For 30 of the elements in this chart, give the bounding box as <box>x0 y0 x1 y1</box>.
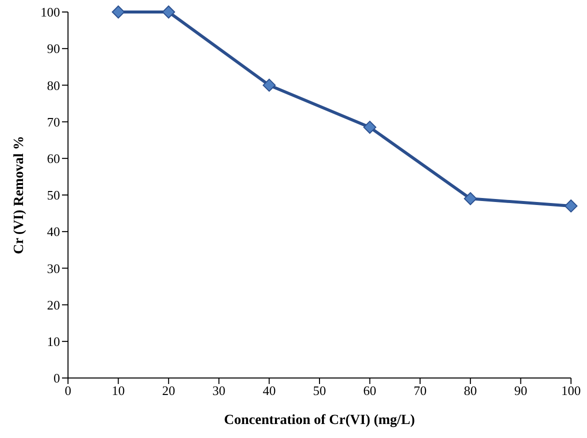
y-tick-label: 70 <box>47 114 60 130</box>
x-tick-label: 0 <box>64 383 72 398</box>
point <box>464 192 477 206</box>
x-tick-label: 40 <box>262 383 276 398</box>
y-tick-label: 60 <box>47 151 60 166</box>
point <box>564 199 578 212</box>
x-tick-label: 70 <box>414 383 427 398</box>
x-tick-label: 80 <box>464 383 477 398</box>
y-tick-label: 50 <box>47 188 60 203</box>
point <box>112 6 125 18</box>
y-tick-label: 30 <box>47 260 60 276</box>
y-tick-label: 80 <box>47 78 60 93</box>
y-tick-label: 0 <box>54 370 60 386</box>
y-tick-label: 40 <box>47 224 60 240</box>
y-axis-title: Cr (VI) Removal % <box>12 136 27 254</box>
x-tick-label: 20 <box>162 383 176 398</box>
y-tick-label: 10 <box>47 334 60 350</box>
x-tick-label: 60 <box>363 383 376 398</box>
x-tick-label: 100 <box>561 383 581 398</box>
x-tick-label: 10 <box>112 383 125 398</box>
point <box>363 120 376 134</box>
x-tick-label: 90 <box>514 383 528 398</box>
x-tick-label: 30 <box>212 383 226 398</box>
point <box>262 78 276 92</box>
x-tick-label: 50 <box>313 383 326 398</box>
y-tick-label: 90 <box>47 41 60 56</box>
x-axis-title: Concentration of Cr(VI) (mg/L) <box>224 413 416 428</box>
y-tick-label: 100 <box>40 4 60 20</box>
point <box>162 6 176 18</box>
y-tick-label: 20 <box>47 297 60 312</box>
